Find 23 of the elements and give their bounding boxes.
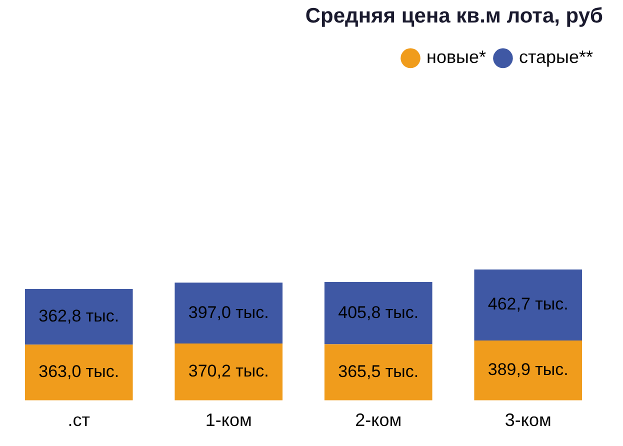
bar: [324, 344, 432, 400]
bar: [174, 282, 283, 344]
data-label: 365,5 тыс.: [338, 362, 419, 382]
x-tick-label: 3-ком: [504, 410, 552, 430]
data-label: 405,8 тыс.: [338, 302, 419, 322]
data-label: 462,7 тыс.: [488, 294, 568, 314]
data-label: 389,9 тыс.: [488, 360, 568, 380]
data-label: 397,0 тыс.: [188, 302, 269, 322]
legend-label: старые**: [518, 47, 594, 68]
legend-label: новые*: [426, 47, 486, 68]
data-label: 370,2 тыс.: [188, 362, 269, 381]
chart-title: Средняя цена кв.м лота, руб: [305, 4, 604, 28]
data-label: 362,8 тыс.: [38, 306, 120, 326]
bar: [174, 344, 283, 400]
bar: [324, 282, 432, 344]
x-tick-label: .ст: [68, 410, 90, 430]
bar: [24, 288, 133, 345]
bar: [24, 344, 133, 400]
x-tick-label: 2-ком: [355, 410, 402, 430]
bar: [474, 269, 582, 341]
bar: [474, 340, 582, 400]
data-label: 363,0 тыс.: [38, 362, 120, 382]
x-tick-label: 1-ком: [205, 410, 252, 430]
